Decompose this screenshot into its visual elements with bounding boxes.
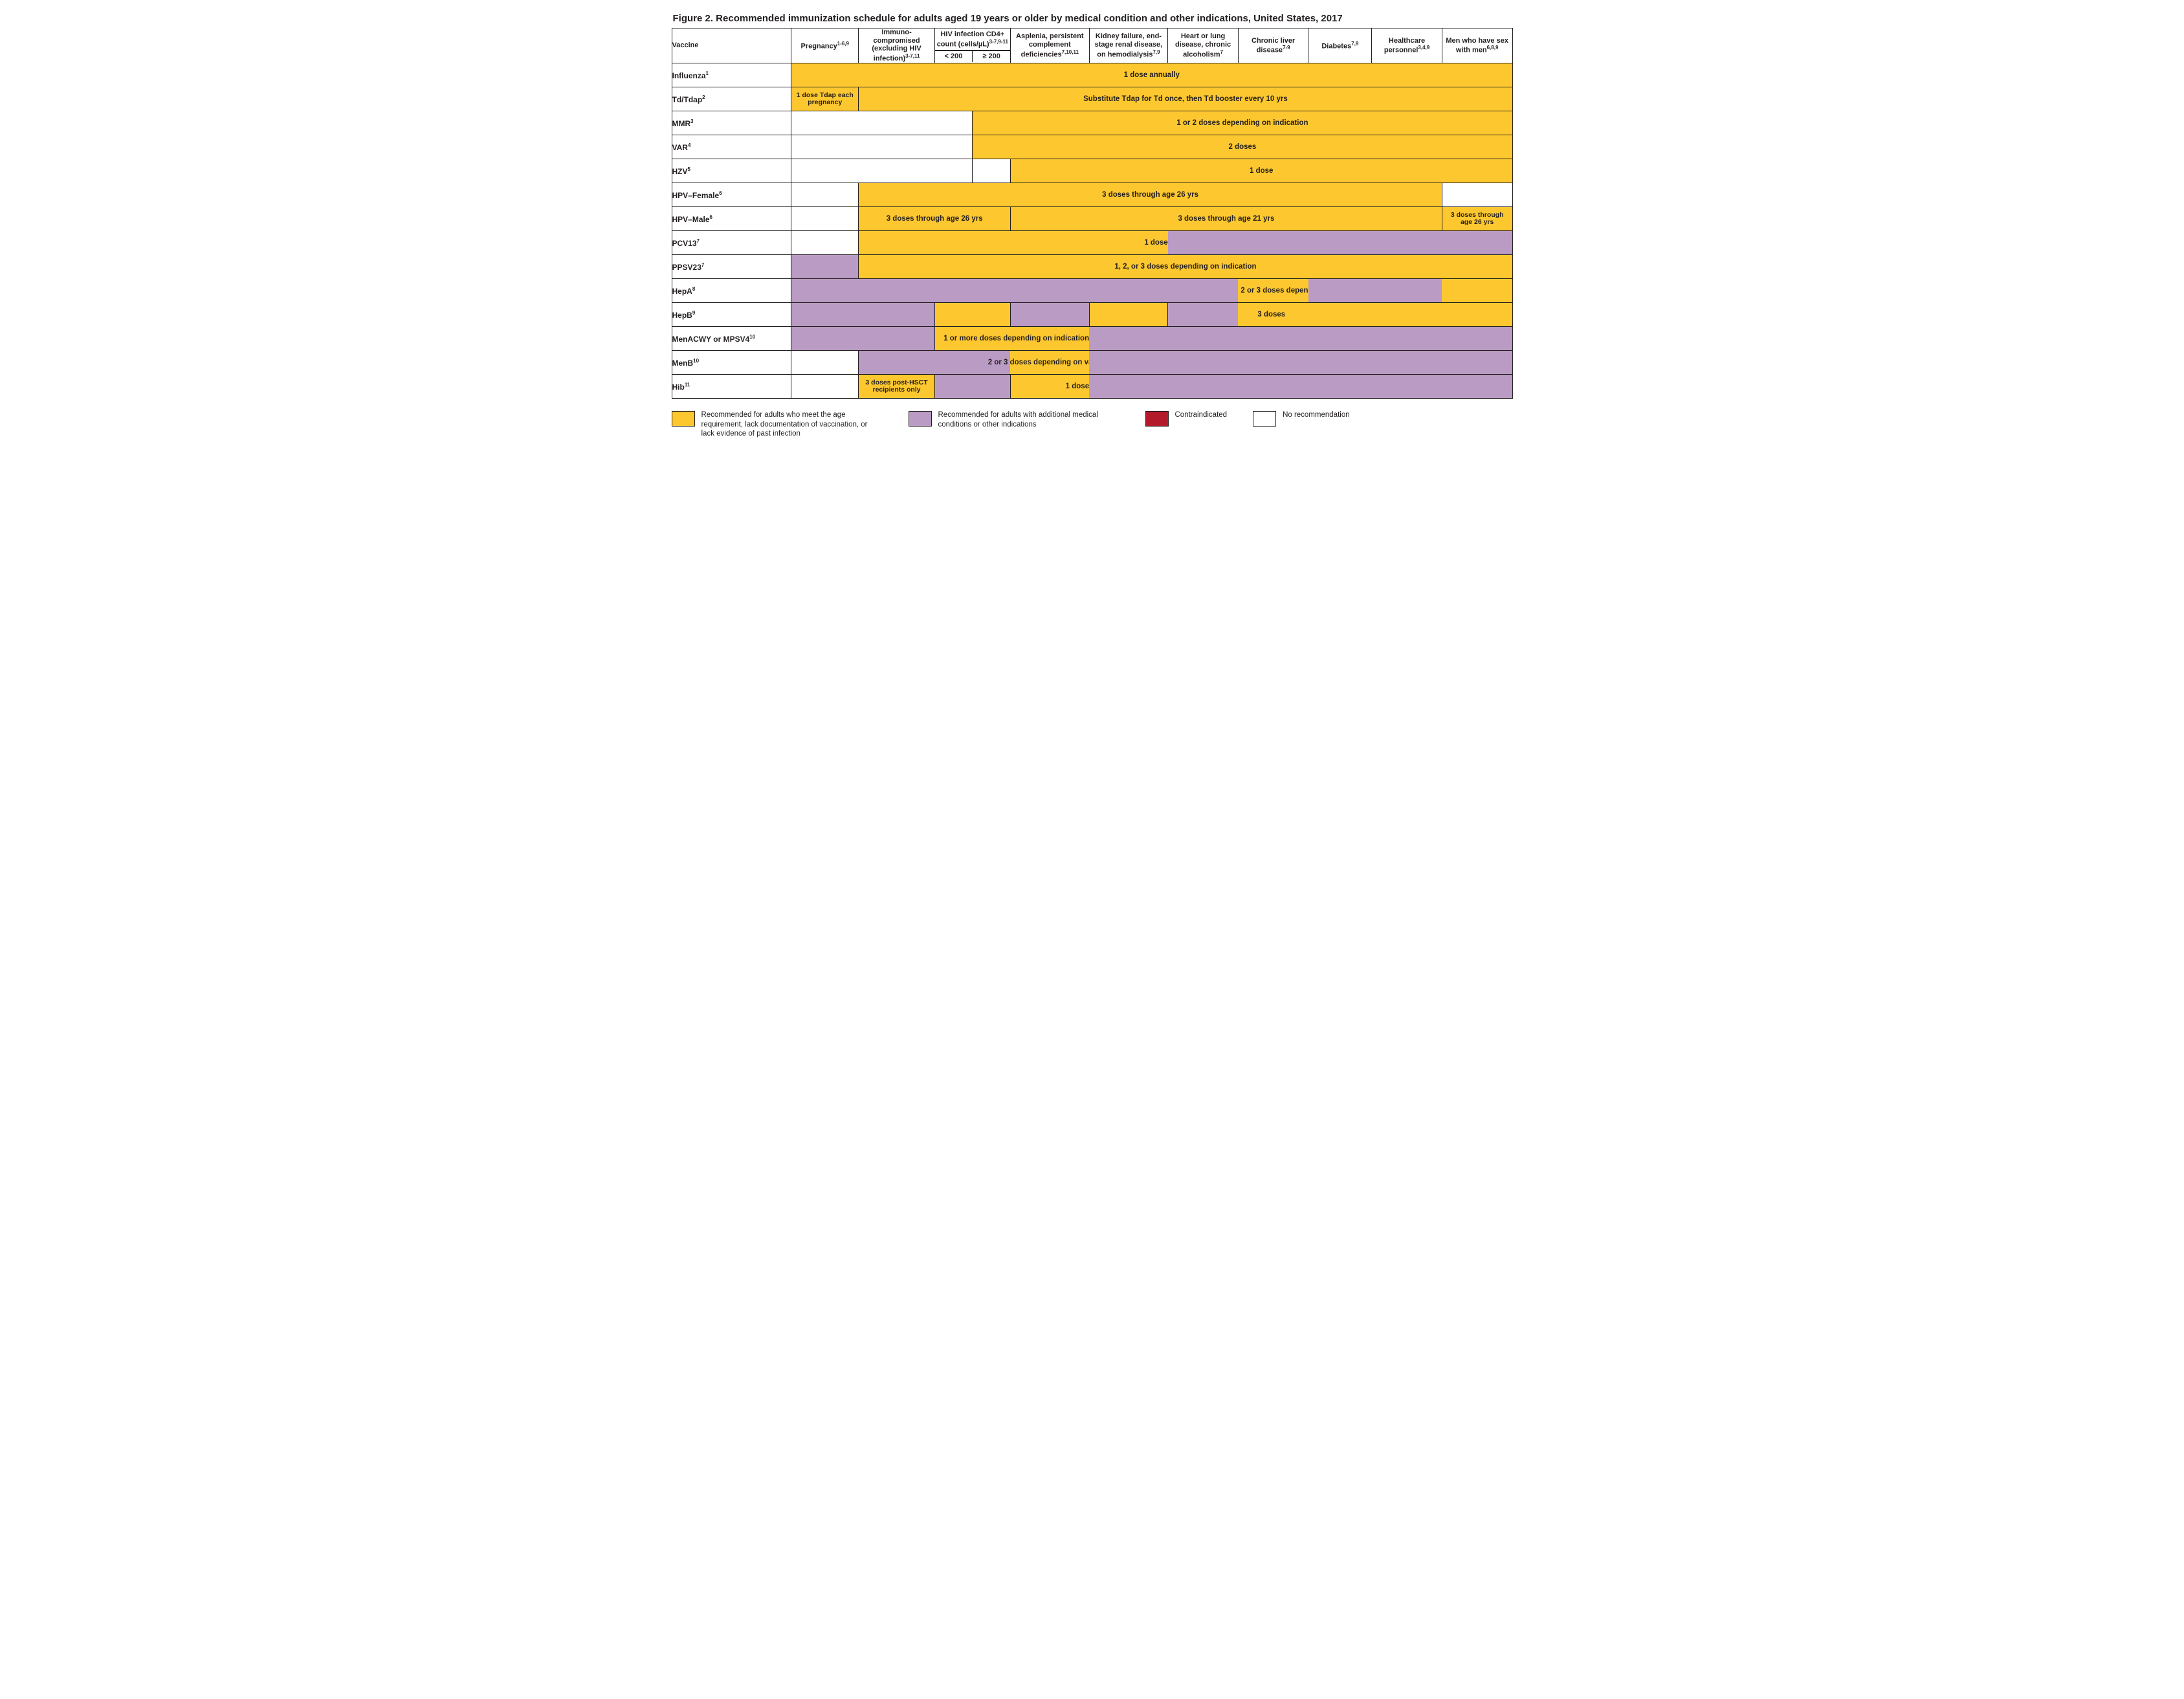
col-hiv-ge: ≥ 200 (973, 50, 1010, 62)
row-pcv13: PCV137 1 dose (672, 231, 1512, 255)
hpvm-msm: 3 doses through age 26 yrs (1442, 207, 1512, 230)
col-diabetes: Diabetes7,9 (1308, 28, 1372, 63)
col-asplenia: Asplenia, persistent complement deficien… (1010, 28, 1089, 63)
row-menacwy: MenACWY or MPSV410 1 or more doses depen… (672, 327, 1512, 351)
tdap-pregnancy: 1 dose Tdap each pregnancy (791, 87, 858, 111)
legend-yellow: Recommended for adults who meet the age … (672, 410, 883, 438)
col-hcp: Healthcare personnel3,4,9 (1372, 28, 1442, 63)
col-kidney: Kidney failure, end-stage renal disease,… (1089, 28, 1168, 63)
mmr-doses: 1 or 2 doses depending on indication (973, 111, 1512, 135)
row-var: VAR4 contraindicated 2 doses (672, 135, 1512, 159)
pcv13-dose: 1 dose (859, 231, 1167, 254)
col-hiv: HIV infection CD4+ count (cells/µL)3-7,9… (934, 28, 1010, 63)
legend-red: Contraindicated (1145, 410, 1228, 427)
mmr-contra: contraindicated (791, 111, 972, 135)
hib-hsct: 3 doses post-HSCT recipients only (859, 375, 934, 398)
row-tdtdap: Td/Tdap2 1 dose Tdap each pregnancy Subs… (672, 87, 1512, 111)
row-hzv: HZV5 contraindicated 1 dose (672, 159, 1512, 183)
col-pregnancy: Pregnancy1-6,9 (791, 28, 859, 63)
row-hpvf: HPV–Female6 3 doses through age 26 yrs (672, 183, 1512, 207)
col-vaccine: Vaccine (672, 28, 791, 63)
col-heart: Heart or lung disease, chronic alcoholis… (1168, 28, 1239, 63)
row-hib: Hib11 3 doses post-HSCT recipients only … (672, 375, 1512, 399)
row-hpvm: HPV–Male6 3 doses through age 26 yrs 3 d… (672, 207, 1512, 231)
hib-1dose: 1 dose (1011, 375, 1089, 398)
var-contra: contraindicated (791, 135, 972, 159)
hepb-dose: 3 doses (1238, 303, 1512, 326)
header-row: Vaccine Pregnancy1-6,9 Immuno- compromis… (672, 28, 1512, 63)
hpvf-doses: 3 doses through age 26 yrs (859, 183, 1441, 206)
legend-white: No recommendation (1253, 410, 1350, 427)
row-influenza: Influenza1 1 dose annually (672, 63, 1512, 87)
row-menb: MenB10 2 or 3 doses depending on vaccine (672, 351, 1512, 375)
figure-title: Figure 2. Recommended immunization sched… (673, 13, 1513, 24)
hpvm-21: 3 doses through age 21 yrs (1011, 207, 1442, 230)
row-mmr: MMR3 contraindicated 1 or 2 doses depend… (672, 111, 1512, 135)
legend-purple: Recommended for adults with additional m… (909, 410, 1120, 429)
var-doses: 2 doses (973, 135, 1512, 159)
row-ppsv23: PPSV237 1, 2, or 3 doses depending on in… (672, 255, 1512, 279)
row-hepb: HepB9 3 doses (672, 303, 1512, 327)
ppsv23-dose: 1, 2, or 3 doses depending on indication (859, 255, 1512, 278)
hepa-dose: 2 or 3 doses depending on vaccine (1238, 279, 1308, 302)
col-msm: Men who have sex with men6,8,9 (1442, 28, 1512, 63)
menacwy-dose: 1 or more doses depending on indication (935, 327, 1089, 350)
hpvm-26: 3 doses through age 26 yrs (859, 207, 1010, 230)
hzv-doses: 1 dose (1011, 159, 1512, 183)
row-hepa: HepA8 2 or 3 doses depending on vaccine (672, 279, 1512, 303)
col-liver: Chronic liver disease7-9 (1238, 28, 1308, 63)
hzv-contra: contraindicated (791, 159, 972, 183)
schedule-table: Vaccine Pregnancy1-6,9 Immuno- compromis… (672, 28, 1513, 399)
tdap-sub: Substitute Tdap for Td once, then Td boo… (859, 87, 1512, 111)
menb-dose: 2 or 3 doses depending on vaccine (1010, 351, 1089, 374)
legend: Recommended for adults who meet the age … (672, 410, 1513, 438)
col-immuno: Immuno- compromised (excluding HIV infec… (859, 28, 934, 63)
col-hiv-lt: < 200 (935, 50, 973, 62)
influenza-dose: 1 dose annually (791, 63, 1512, 87)
